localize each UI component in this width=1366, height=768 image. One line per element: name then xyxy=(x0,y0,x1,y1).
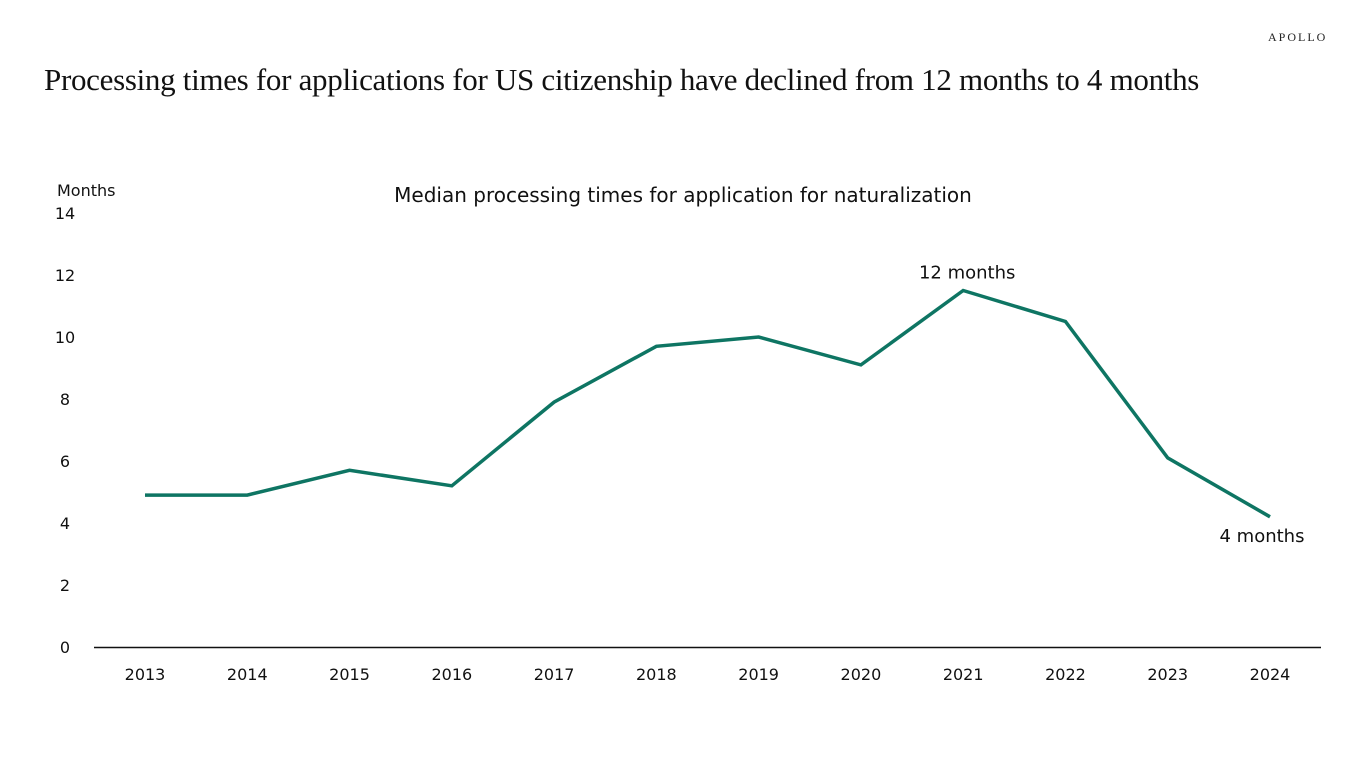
x-tick-label: 2014 xyxy=(227,665,268,684)
annotation-label: 4 months xyxy=(1220,526,1305,547)
y-tick-label: 10 xyxy=(55,328,75,347)
x-tick-label: 2023 xyxy=(1147,665,1188,684)
page-title: Processing times for applications for US… xyxy=(44,62,1200,97)
y-tick-label: 6 xyxy=(60,452,70,471)
x-tick-label: 2019 xyxy=(738,665,779,684)
x-tick-label: 2013 xyxy=(125,665,166,684)
y-tick-label: 0 xyxy=(60,638,70,657)
y-tick-label: 14 xyxy=(55,204,75,223)
annotations: 12 months 4 months xyxy=(919,263,1305,547)
x-tick-label: 2017 xyxy=(534,665,575,684)
x-axis-ticks: 2013 2014 2015 2016 2017 2018 2019 2020 2021 2022… xyxy=(125,665,1291,684)
x-tick-label: 2021 xyxy=(943,665,984,684)
x-tick-label: 2022 xyxy=(1045,665,1086,684)
chart-title: Median processing times for application … xyxy=(394,183,972,207)
apollo-logo: APOLLO xyxy=(1268,30,1328,44)
y-axis-ticks: 0 2 4 6 8 10 12 14 xyxy=(55,204,75,657)
y-tick-label: 2 xyxy=(60,576,70,595)
y-tick-label: 4 xyxy=(60,514,70,533)
y-tick-label: 8 xyxy=(60,390,70,409)
y-tick-label: 12 xyxy=(55,266,75,285)
x-tick-label: 2016 xyxy=(431,665,472,684)
x-tick-label: 2018 xyxy=(636,665,677,684)
series-group xyxy=(144,288,1271,519)
x-tick-label: 2024 xyxy=(1250,665,1291,684)
annotation-label: 12 months xyxy=(919,263,1015,284)
x-tick-label: 2015 xyxy=(329,665,370,684)
x-tick-label: 2020 xyxy=(841,665,882,684)
y-axis-label: Months xyxy=(57,181,115,200)
series-line xyxy=(145,288,1271,519)
